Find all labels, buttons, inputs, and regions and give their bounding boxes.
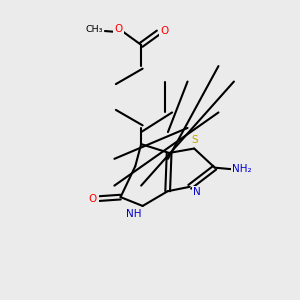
Text: NH: NH — [126, 209, 142, 219]
Text: S: S — [191, 135, 198, 145]
Text: NH₂: NH₂ — [232, 164, 252, 174]
Text: CH₃: CH₃ — [85, 25, 103, 34]
Text: N: N — [193, 187, 201, 197]
Text: O: O — [89, 194, 97, 204]
Text: O: O — [115, 24, 123, 34]
Text: O: O — [160, 26, 169, 36]
